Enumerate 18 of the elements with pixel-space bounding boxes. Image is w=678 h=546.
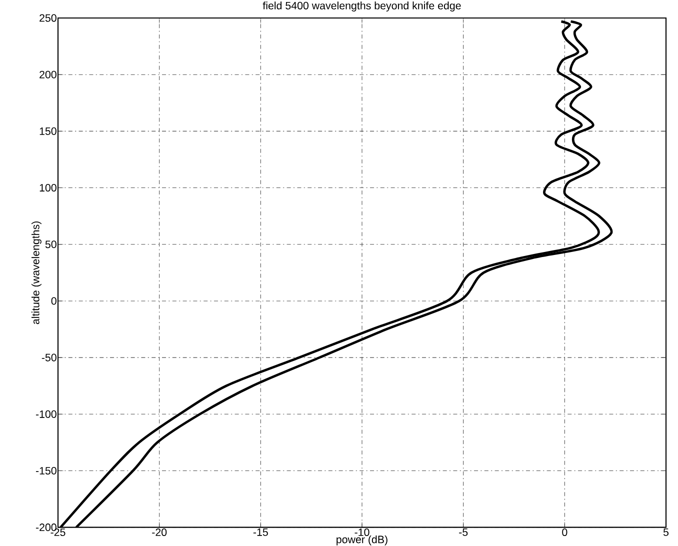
y-tick-label: -100: [36, 410, 56, 418]
y-tick-label: 0: [51, 297, 56, 305]
x-tick-label: -10: [354, 528, 370, 536]
y-tick-label: -150: [36, 466, 56, 475]
y-axis-title: altitude (wavelengths): [32, 221, 42, 324]
y-tick-label: -50: [42, 354, 56, 362]
y-tick-label: 200: [40, 70, 56, 78]
chart-title: field 5400 wavelengths beyond knife edge: [262, 2, 461, 12]
y-tick-label: 250: [40, 14, 56, 22]
y-tick-label: 150: [40, 127, 56, 135]
x-tick-label: 5: [663, 528, 669, 536]
y-tick-label: 50: [45, 240, 56, 248]
x-tick-label: -5: [459, 528, 468, 536]
x-tick-label: 0: [562, 528, 568, 536]
x-tick-label: -20: [152, 528, 167, 536]
y-tick-label: 100: [40, 184, 56, 192]
x-axis-title: power (dB): [336, 535, 388, 546]
x-tick-label: -15: [253, 528, 268, 536]
